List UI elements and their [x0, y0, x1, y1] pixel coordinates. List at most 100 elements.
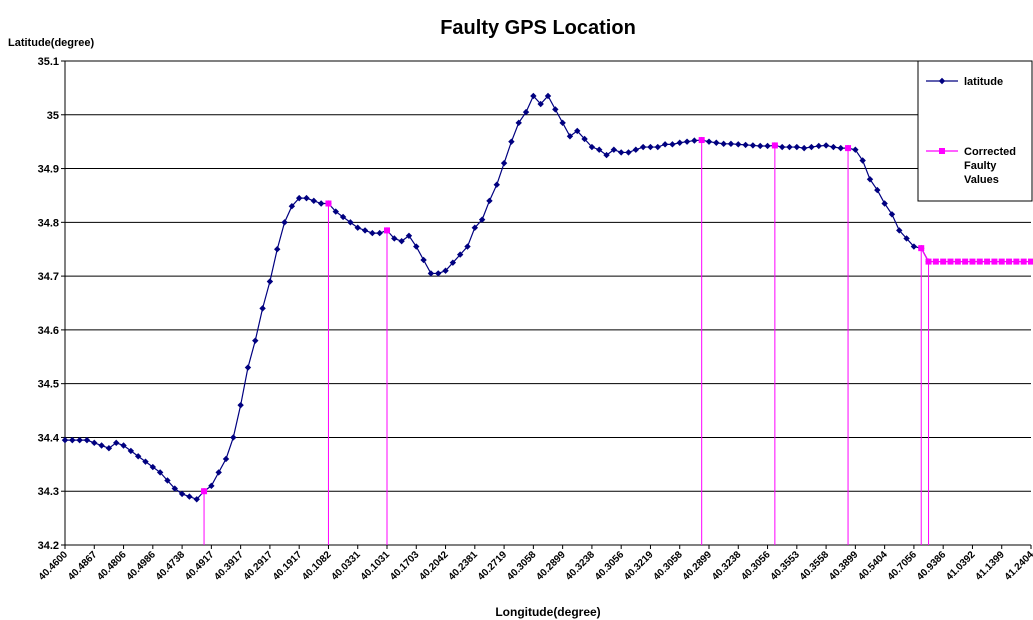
data-point: [420, 256, 427, 264]
data-point: [939, 148, 945, 154]
data-point: [830, 143, 837, 151]
data-point: [134, 453, 142, 460]
data-point: [266, 278, 274, 285]
data-point: [588, 143, 596, 151]
data-point: [508, 138, 515, 145]
data-point: [186, 493, 193, 500]
data-point: [471, 224, 479, 231]
data-point: [464, 243, 471, 250]
y-tick-label: 34.7: [38, 271, 59, 283]
data-point: [544, 92, 552, 100]
data-point: [391, 235, 398, 242]
data-point: [603, 151, 610, 159]
data-point: [617, 149, 625, 156]
data-point: [896, 227, 903, 234]
legend-label: Corrected Faulty Values: [964, 146, 1016, 186]
legend-label: latitude: [964, 76, 1003, 88]
y-tick-label: 35: [47, 110, 59, 122]
data-point: [984, 258, 991, 265]
data-point: [852, 146, 859, 153]
data-point: [171, 485, 178, 492]
data-point: [142, 458, 149, 465]
data-point: [938, 77, 946, 85]
data-point: [596, 146, 603, 153]
data-point: [654, 143, 661, 151]
data-point: [537, 100, 544, 108]
data-point: [727, 140, 735, 148]
data-point: [164, 477, 171, 484]
data-point: [317, 200, 325, 207]
data-point: [778, 143, 786, 151]
data-point: [281, 219, 288, 226]
data-point: [303, 194, 310, 202]
data-point: [581, 135, 588, 143]
data-point: [566, 133, 574, 140]
data-point: [676, 139, 683, 146]
data-point: [376, 229, 383, 237]
data-point: [691, 137, 698, 144]
data-point: [91, 439, 98, 447]
data-point: [837, 144, 844, 152]
data-point: [1020, 258, 1027, 265]
data-point: [252, 337, 259, 344]
data-point: [237, 401, 244, 409]
data-point: [449, 259, 457, 266]
data-point: [105, 445, 113, 452]
data-point: [435, 270, 442, 277]
data-point: [698, 137, 705, 144]
data-point: [954, 258, 961, 265]
data-point: [998, 258, 1005, 265]
data-point: [639, 143, 647, 151]
y-tick-label: 34.5: [38, 379, 59, 391]
data-point: [859, 157, 866, 164]
data-point: [866, 176, 874, 183]
data-point: [749, 142, 757, 149]
data-point: [793, 143, 801, 151]
data-point: [274, 246, 281, 253]
x-axis-title: Longitude(degree): [495, 605, 600, 619]
data-point: [786, 143, 793, 151]
y-tick-label: 34.6: [38, 325, 59, 337]
data-point: [295, 194, 303, 202]
data-point: [127, 447, 135, 455]
data-point: [552, 106, 559, 113]
data-point: [347, 219, 354, 226]
data-point: [456, 251, 464, 258]
data-point: [478, 216, 486, 223]
data-point: [442, 267, 449, 274]
data-point: [76, 436, 83, 444]
data-point: [1028, 258, 1033, 265]
chart-title: Faulty GPS Location: [440, 17, 636, 39]
data-point: [500, 159, 508, 167]
data-point: [705, 138, 713, 145]
data-point: [947, 258, 954, 265]
data-point: [405, 232, 413, 239]
data-point: [903, 235, 910, 242]
legend-box: [917, 60, 1033, 202]
data-point: [178, 490, 186, 498]
data-point: [918, 245, 925, 252]
data-point: [822, 142, 830, 149]
data-point: [230, 434, 237, 441]
data-point: [149, 463, 157, 471]
data-point: [1013, 258, 1020, 265]
data-point: [610, 146, 618, 153]
data-point: [325, 200, 332, 207]
data-point: [515, 119, 522, 127]
data-point: [493, 181, 500, 188]
data-point: [208, 482, 215, 490]
data-point: [925, 258, 932, 265]
data-point: [288, 203, 296, 210]
data-point: [193, 496, 200, 503]
data-point: [625, 149, 632, 156]
data-point: [845, 145, 852, 152]
data-point: [969, 258, 976, 265]
data-point: [98, 442, 105, 449]
data-point: [683, 138, 691, 145]
data-point: [632, 146, 640, 153]
data-point: [932, 258, 939, 265]
data-point: [83, 436, 91, 444]
data-point: [991, 258, 998, 265]
data-point: [735, 141, 742, 148]
data-point: [647, 143, 654, 151]
